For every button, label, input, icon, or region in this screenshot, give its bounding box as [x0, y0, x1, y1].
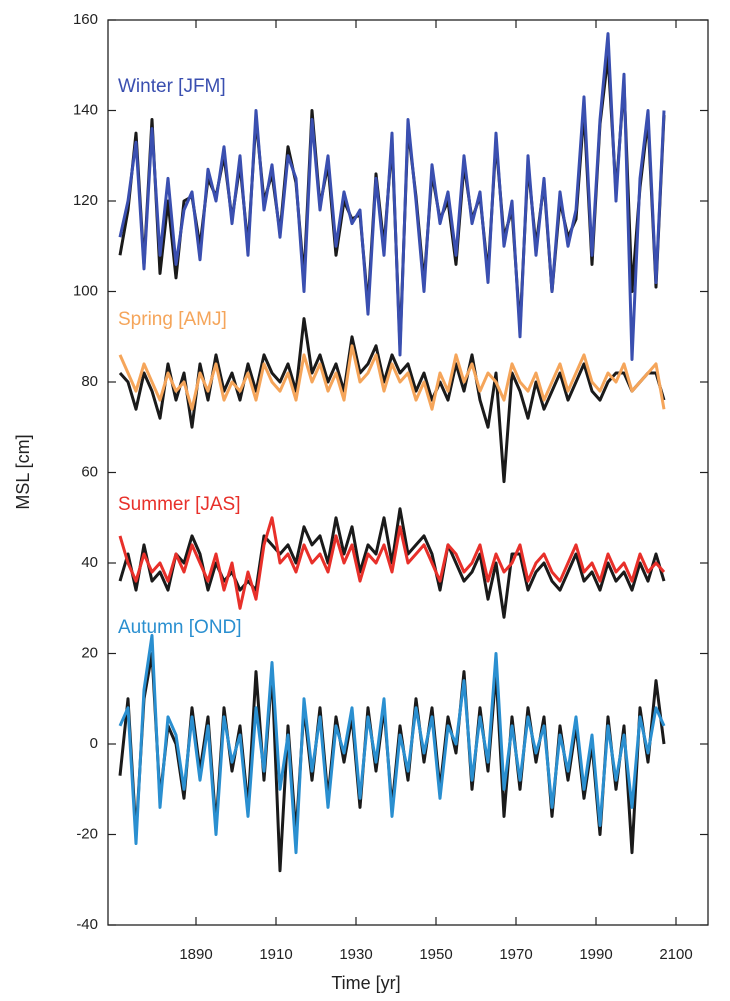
series-label: Spring [AMJ] [118, 309, 227, 330]
series-line [118, 633, 666, 855]
x-tick-label: 1930 [339, 946, 372, 963]
y-tick-label: -40 [76, 916, 98, 933]
x-axis-title: Time [yr] [331, 973, 400, 993]
x-tick-label: 1970 [499, 946, 532, 963]
y-tick-label: 40 [81, 554, 98, 571]
y-axis-title: MSL [cm] [13, 434, 33, 509]
series-line [118, 516, 666, 610]
series-label: Winter [JFM] [118, 76, 226, 97]
y-tick-label: 80 [81, 373, 98, 390]
y-tick-label: -20 [76, 825, 98, 842]
series-line [118, 32, 666, 361]
y-tick-label: 60 [81, 463, 98, 480]
y-tick-label: 20 [81, 644, 98, 661]
y-tick-label: 120 [73, 192, 98, 209]
x-tick-label: 1910 [259, 946, 292, 963]
x-tick-label: 1950 [419, 946, 452, 963]
x-tick-label: 1890 [179, 946, 212, 963]
y-tick-label: 0 [90, 735, 98, 752]
y-tick-label: 140 [73, 101, 98, 118]
y-tick-label: 160 [73, 11, 98, 28]
series-line [118, 344, 666, 411]
series-label: Summer [JAS] [118, 494, 240, 515]
series-line [118, 317, 666, 484]
y-tick-label: 100 [73, 282, 98, 299]
series-line [118, 507, 666, 619]
x-tick-label: 1990 [579, 946, 612, 963]
x-tick-label: 2100 [659, 946, 692, 963]
series-label: Autumn [OND] [118, 617, 242, 638]
